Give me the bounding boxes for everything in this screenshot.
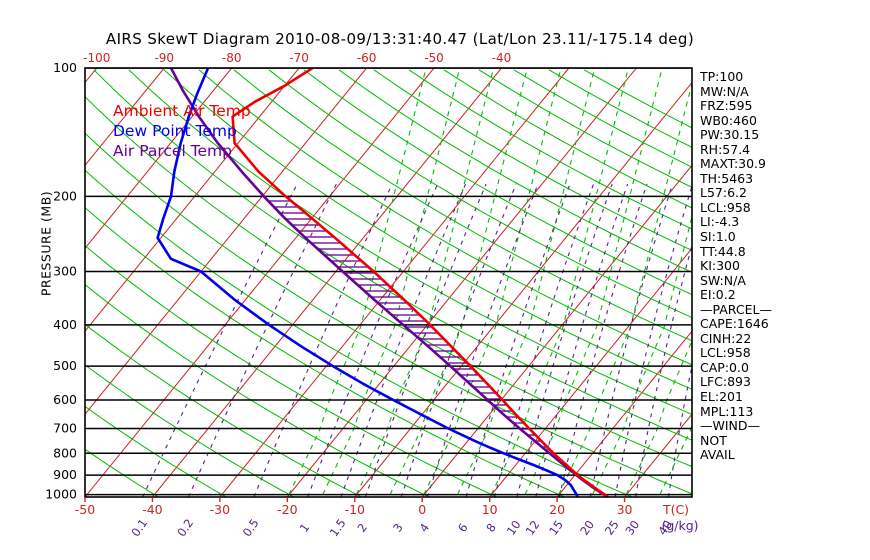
stat-item-9: LCL:958 [700,199,751,215]
svg-text:10: 10 [504,518,524,538]
svg-text:2: 2 [354,521,370,535]
svg-text:100: 100 [53,60,77,75]
legend-label-2: Air Parcel Temp [113,142,232,160]
svg-text:0.2: 0.2 [174,516,196,539]
stat-item-19: LCL:958 [700,345,751,361]
svg-text:1.5: 1.5 [327,516,349,539]
svg-text:6: 6 [455,521,471,535]
stat-item-24: —WIND— [700,418,761,434]
stat-item-6: MAXT:30.9 [700,156,766,172]
svg-text:-50: -50 [424,51,444,65]
page-title: AIRS SkewT Diagram 2010-08-09/13:31:40.4… [105,30,695,48]
stat-item-23: MPL:113 [700,403,754,419]
svg-text:700: 700 [53,421,77,436]
dry-adiabat-lines [85,69,692,497]
svg-text:40: 40 [655,518,675,538]
plot-frame [84,67,693,498]
isotherm-lines [85,68,692,497]
svg-text:8: 8 [483,521,499,535]
stat-item-18: CINH:22 [700,330,752,346]
svg-text:30: 30 [617,502,633,517]
svg-text:1: 1 [297,521,313,535]
svg-text:0: 0 [418,502,426,517]
svg-text:-10: -10 [345,502,365,517]
svg-text:-90: -90 [154,51,174,65]
stat-item-16: —PARCEL— [700,301,772,317]
stat-item-8: L57:6.2 [700,185,747,201]
stat-item-0: TP:100 [700,69,744,84]
svg-text:-20: -20 [277,502,297,517]
svg-text:0.1: 0.1 [128,516,150,539]
stat-item-21: LFC:893 [700,374,751,390]
stat-item-10: LI:-4.3 [700,214,740,230]
svg-text:30: 30 [622,518,642,538]
svg-text:-100: -100 [83,51,110,65]
svg-text:12: 12 [523,518,543,538]
svg-text:500: 500 [53,358,77,373]
stat-item-20: CAP:0.0 [700,359,749,375]
stat-item-17: CAPE:1646 [700,316,769,332]
svg-text:-30: -30 [210,502,230,517]
svg-text:900: 900 [53,467,77,482]
grid-lines [85,68,692,497]
svg-text:800: 800 [53,445,77,460]
stat-item-3: WB0:460 [700,112,757,128]
svg-text:4: 4 [416,521,432,535]
stat-item-12: TT:44.8 [700,243,746,259]
svg-text:20: 20 [577,518,597,538]
svg-text:200: 200 [53,188,77,203]
stat-item-13: KI:300 [700,258,740,274]
legend: Ambient Air Temp Dew Point Temp Air Parcel… [113,102,251,160]
stat-item-2: FRZ:595 [700,98,753,114]
stat-item-15: EI:0.2 [700,287,736,303]
stat-item-14: SW:N/A [700,272,746,288]
svg-text:400: 400 [53,317,77,332]
legend-label-0: Ambient Air Temp [113,102,251,120]
svg-text:0.5: 0.5 [240,516,262,539]
stat-item-22: EL:201 [700,389,743,405]
svg-text:-60: -60 [357,51,377,65]
ambient-temp-curve [231,68,609,497]
stat-item-25: NOT [700,432,727,448]
stat-item-1: MW:N/A [700,83,749,99]
svg-text:3: 3 [390,521,406,535]
svg-text:300: 300 [53,264,77,279]
dew-point-curve [156,68,579,497]
sounding-statistics-panel: TP:100 MW:N/A FRZ:595 WB0:460 PW:30.15 RH:57.… [700,69,772,463]
cape-area [264,197,576,474]
bottom-temperature-axis: -50 -40 -30 -20 -10 0 10 20 30 T(C) [75,497,689,517]
svg-text:-70: -70 [289,51,309,65]
svg-text:10: 10 [482,502,498,517]
pressure-axis-ticks: 100 200 300 400 500 600 700 800 900 1000 [45,60,77,502]
svg-text:1000: 1000 [45,487,77,502]
svg-text:25: 25 [602,518,622,538]
legend-label-1: Dew Point Temp [113,122,237,140]
svg-text:-40: -40 [142,502,162,517]
stat-item-11: SI:1.0 [700,229,736,245]
svg-text:15: 15 [546,518,566,538]
svg-text:600: 600 [53,392,77,407]
plot-background [85,68,692,497]
isobar-lines [85,68,692,496]
top-temperature-axis: -100 -90 -80 -70 -60 -50 -40 [83,51,511,65]
svg-text:(g/kg): (g/kg) [661,518,698,533]
svg-text:20: 20 [549,502,565,517]
data-curves [156,68,609,497]
svg-text:-80: -80 [222,51,242,65]
moist-adiabat-lines [288,68,692,495]
svg-text:T(C): T(C) [662,502,689,517]
stat-item-5: RH:57.4 [700,141,751,157]
svg-text:-40: -40 [492,51,512,65]
stat-item-4: PW:30.15 [700,127,760,143]
svg-text:-50: -50 [75,502,95,517]
stat-item-26: AVAIL [700,447,735,463]
stat-item-7: TH:5463 [700,170,754,186]
